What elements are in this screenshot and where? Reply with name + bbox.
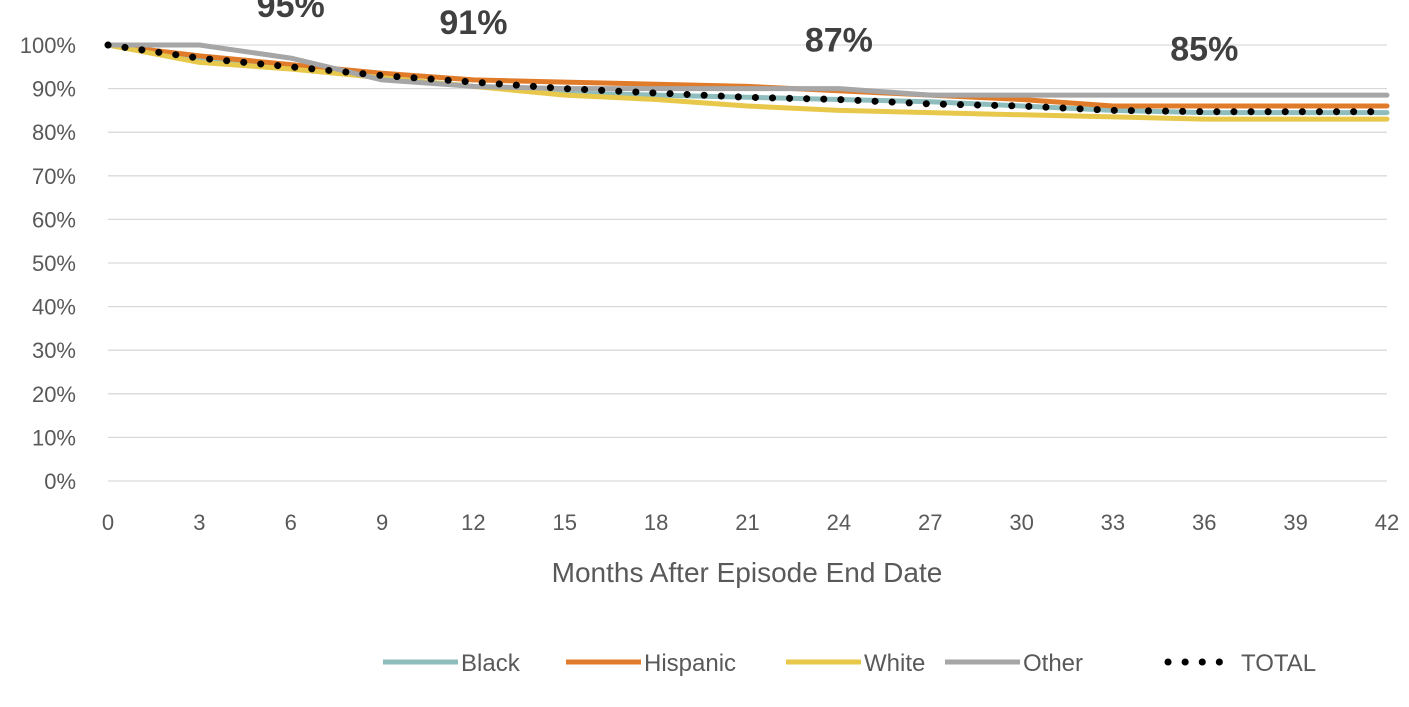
x-tick-label: 24 [827, 510, 851, 535]
x-tick-label: 0 [102, 510, 114, 535]
y-tick-label: 90% [32, 77, 76, 102]
series-lines [104, 41, 1391, 122]
x-tick-label: 30 [1009, 510, 1033, 535]
y-tick-label: 60% [32, 207, 76, 232]
annotations: 95% 91% 87% 85% [257, 0, 1239, 68]
x-tick-label: 36 [1192, 510, 1216, 535]
x-tick-label: 42 [1375, 510, 1399, 535]
x-tick-label: 9 [376, 510, 388, 535]
annotation-label: 95% [257, 0, 325, 25]
legend-label-other: Other [1023, 650, 1083, 677]
x-tick-label: 33 [1101, 510, 1125, 535]
legend-label-total: TOTAL [1241, 650, 1316, 677]
annotation-label: 87% [805, 22, 873, 60]
x-axis-ticks: 0 3 6 9 12 15 18 21 24 27 30 33 36 39 42 [102, 510, 1399, 535]
legend-label-black: Black [461, 650, 521, 677]
x-tick-label: 39 [1283, 510, 1307, 535]
y-axis-ticks: 0% 10% 20% 30% 40% 50% 60% 70% 80% 90% 100% [20, 33, 76, 494]
x-tick-label: 15 [553, 510, 577, 535]
x-tick-label: 21 [735, 510, 759, 535]
annotation-label: 91% [439, 4, 507, 42]
y-tick-label: 100% [20, 33, 76, 58]
y-tick-label: 50% [32, 251, 76, 276]
annotation-label: 85% [1170, 30, 1238, 68]
x-axis-label: Months After Episode End Date [552, 557, 943, 588]
legend-label-white: White [864, 650, 925, 677]
series-line-other [105, 42, 1390, 98]
series-line-white [105, 42, 1390, 122]
x-tick-label: 18 [644, 510, 668, 535]
legend: Black Hispanic White Other TOTAL [383, 650, 1316, 677]
y-tick-label: 40% [32, 295, 76, 320]
y-tick-label: 30% [32, 338, 76, 363]
legend-label-hispanic: Hispanic [644, 650, 736, 677]
y-tick-label: 10% [32, 425, 76, 450]
y-tick-label: 70% [32, 164, 76, 189]
y-tick-label: 0% [44, 469, 76, 494]
y-tick-label: 20% [32, 382, 76, 407]
x-tick-label: 3 [193, 510, 205, 535]
x-tick-label: 6 [285, 510, 297, 535]
x-tick-label: 12 [461, 510, 485, 535]
x-tick-label: 27 [918, 510, 942, 535]
y-tick-label: 80% [32, 120, 76, 145]
